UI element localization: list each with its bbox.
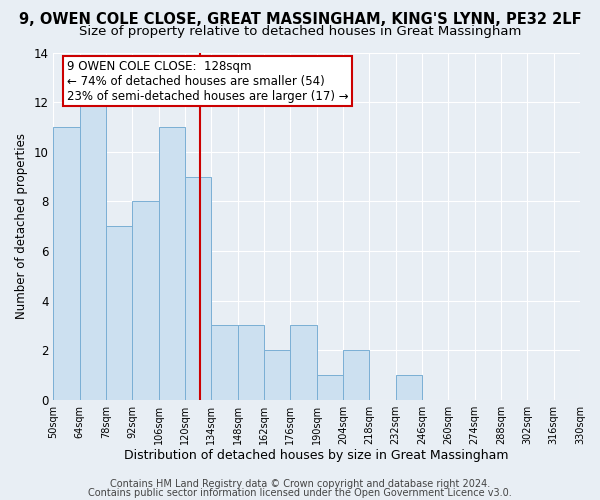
Bar	[185, 176, 211, 400]
Bar	[343, 350, 370, 400]
Bar	[159, 127, 185, 400]
Bar	[395, 375, 422, 400]
Bar	[290, 326, 317, 400]
Bar	[264, 350, 290, 400]
Bar	[53, 127, 80, 400]
Text: Contains public sector information licensed under the Open Government Licence v3: Contains public sector information licen…	[88, 488, 512, 498]
Y-axis label: Number of detached properties: Number of detached properties	[15, 133, 28, 319]
Text: Contains HM Land Registry data © Crown copyright and database right 2024.: Contains HM Land Registry data © Crown c…	[110, 479, 490, 489]
Text: 9, OWEN COLE CLOSE, GREAT MASSINGHAM, KING'S LYNN, PE32 2LF: 9, OWEN COLE CLOSE, GREAT MASSINGHAM, KI…	[19, 12, 581, 28]
Text: Size of property relative to detached houses in Great Massingham: Size of property relative to detached ho…	[79, 25, 521, 38]
Bar	[133, 202, 159, 400]
Bar	[317, 375, 343, 400]
Bar	[211, 326, 238, 400]
Bar	[80, 102, 106, 400]
X-axis label: Distribution of detached houses by size in Great Massingham: Distribution of detached houses by size …	[124, 450, 509, 462]
Bar	[106, 226, 133, 400]
Text: 9 OWEN COLE CLOSE:  128sqm
← 74% of detached houses are smaller (54)
23% of semi: 9 OWEN COLE CLOSE: 128sqm ← 74% of detac…	[67, 60, 348, 103]
Bar	[238, 326, 264, 400]
